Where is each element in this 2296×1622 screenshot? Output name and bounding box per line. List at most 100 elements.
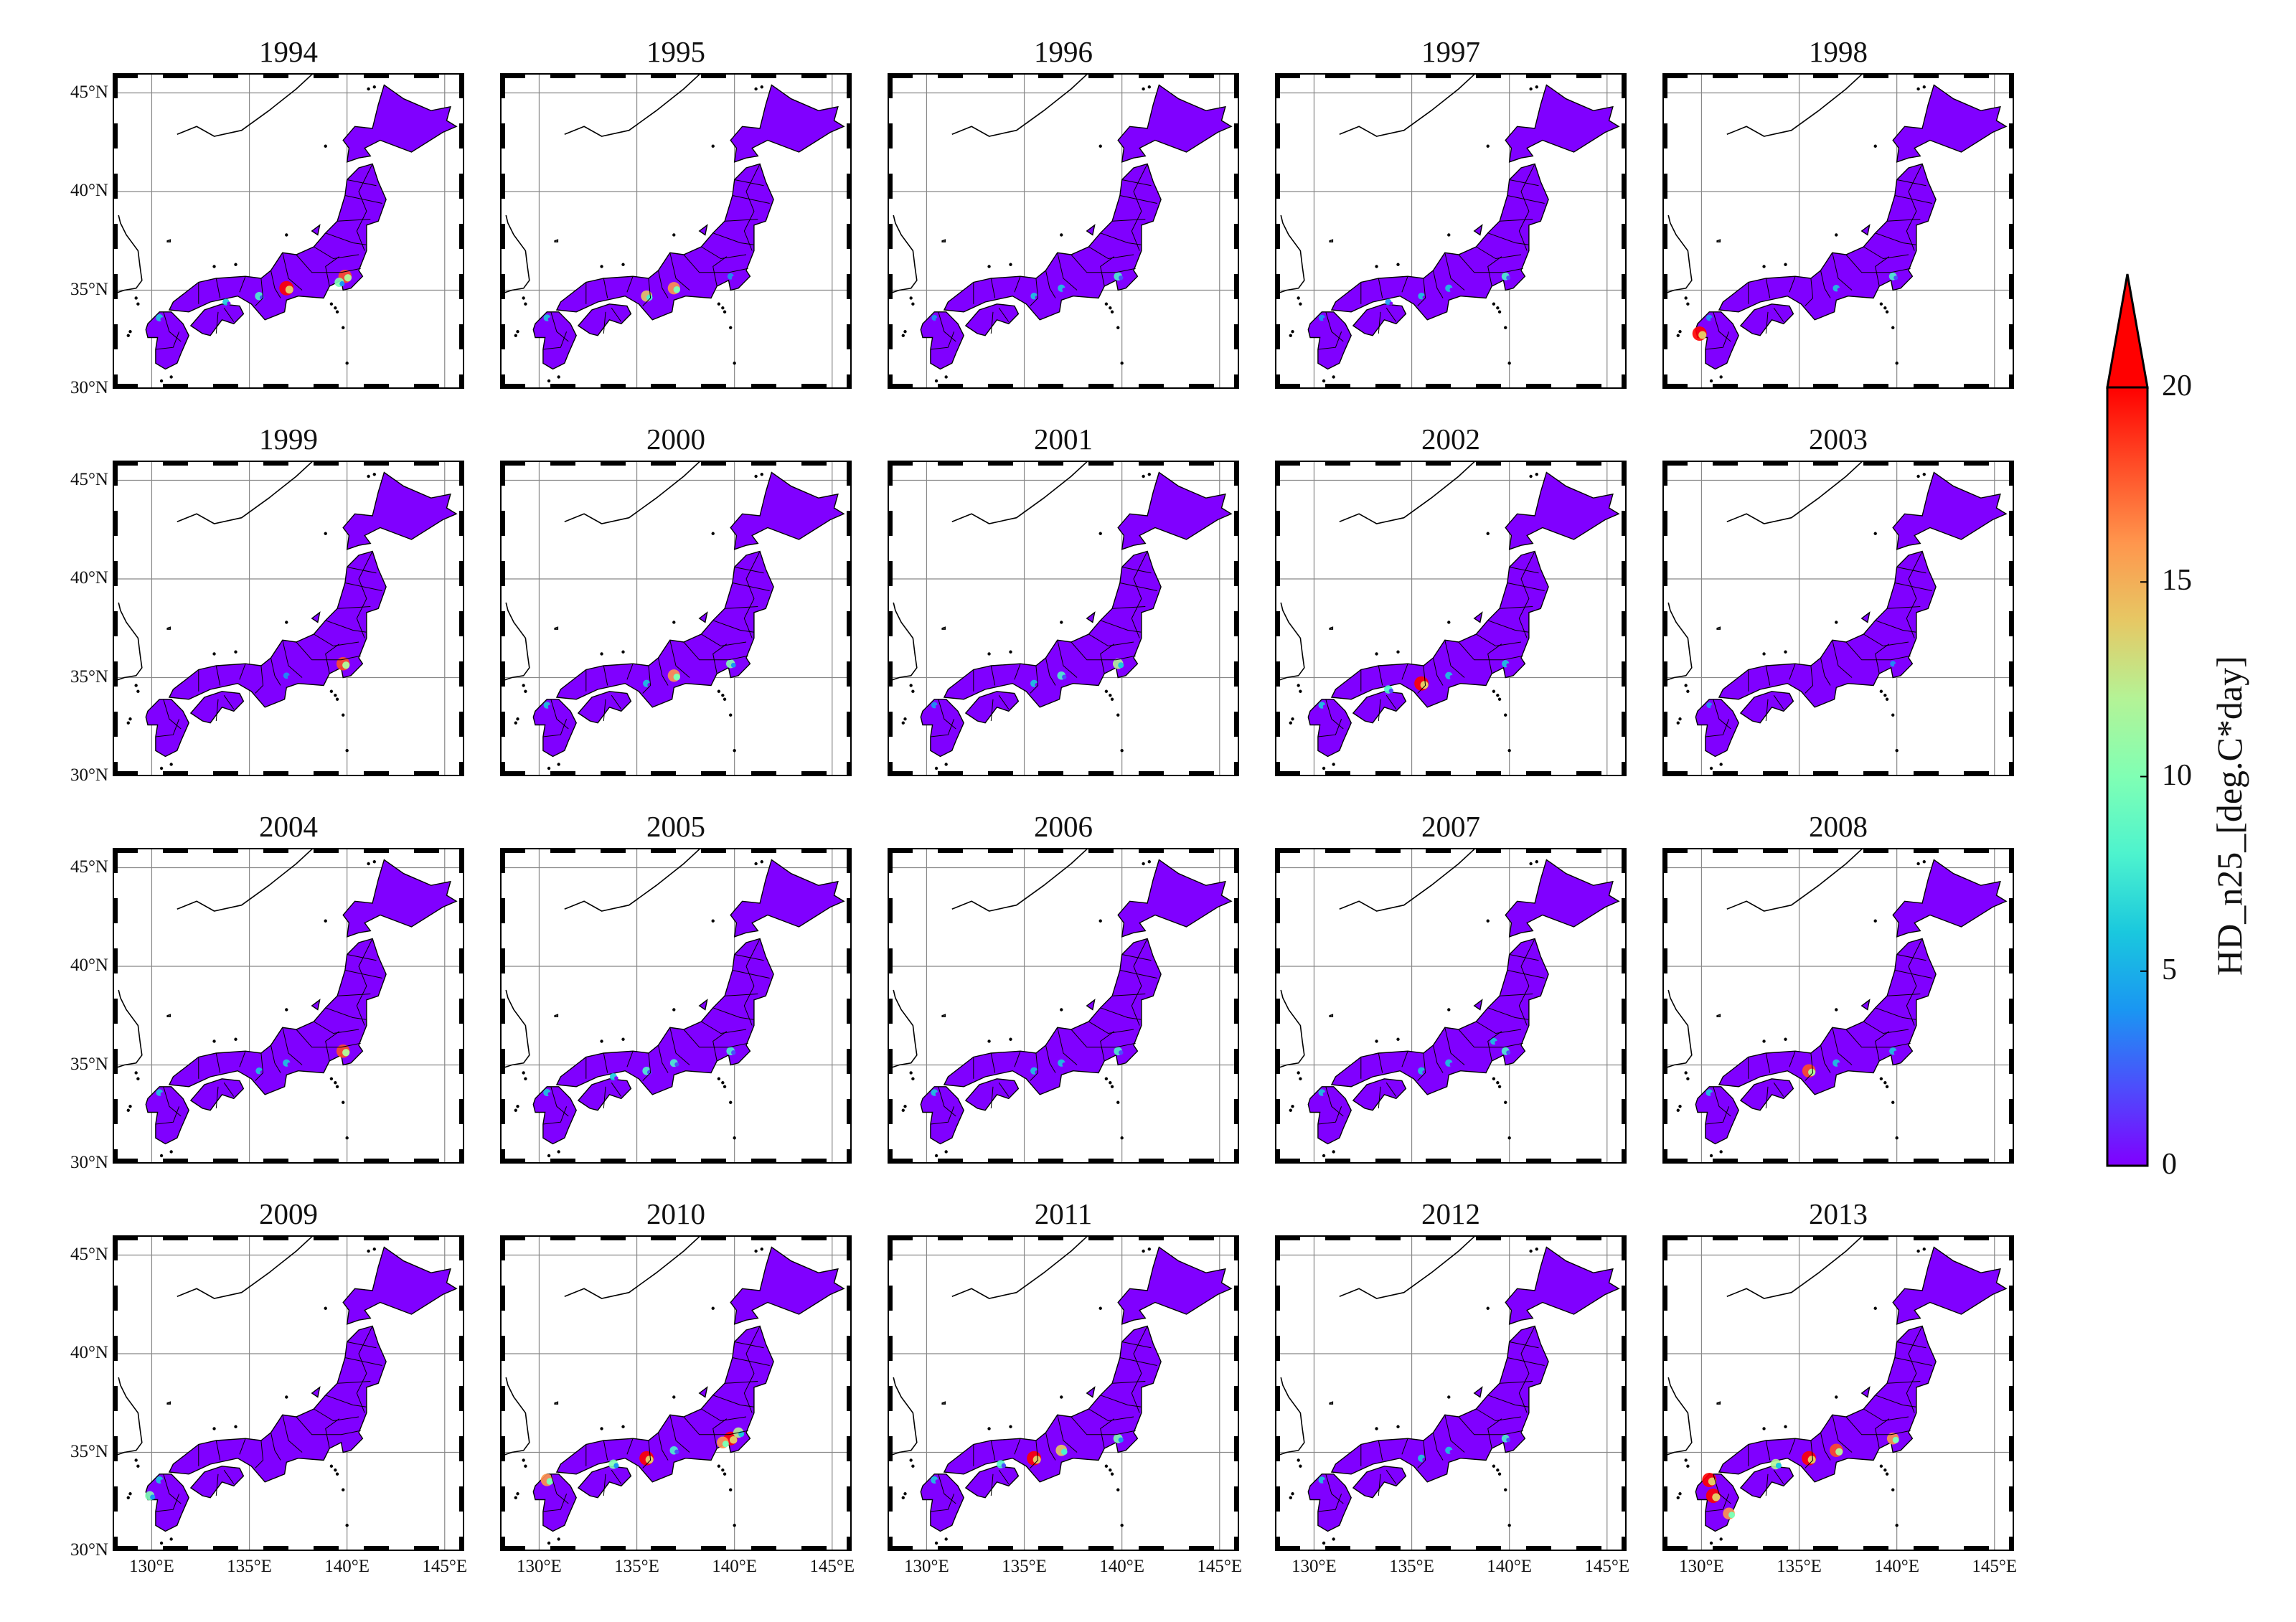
prefecture-border [163,1086,182,1117]
prefecture-border [1713,1086,1731,1117]
islet [557,1537,560,1541]
prefecture-border [1832,640,1853,678]
heat-hotspot [160,1092,164,1096]
islet [1895,362,1899,365]
land-region [730,859,845,938]
islet [1291,330,1294,334]
coastline [564,73,702,137]
prefecture-border [642,1440,651,1468]
coastline [951,73,1089,137]
land-region [1086,1386,1096,1398]
islet [1922,85,1926,89]
prefecture-border [603,699,606,722]
prefecture-border [1765,278,1771,298]
coastline [1726,848,1864,912]
islet [524,1464,527,1468]
prefecture-border [1057,1415,1078,1453]
coastline [1275,602,1305,682]
prefecture-border [658,270,669,298]
prefecture-border [1325,311,1344,342]
heat-hotspot [1506,663,1511,668]
heat-hotspot [729,1435,738,1444]
islet [1289,1496,1292,1499]
islet [1375,652,1378,656]
islet [1684,1071,1688,1075]
prefecture-border [1378,1086,1381,1109]
prefecture-border [1100,1418,1115,1449]
map-panel: 2004 30°N 35°N 40°N 45°N [41,805,464,1207]
islet [1535,860,1538,864]
land-region [342,471,458,550]
prefecture-border [1789,1438,1796,1455]
islet [1147,860,1151,864]
prefecture-border [1875,256,1890,287]
islet [944,1150,948,1154]
heat-hotspot [1708,1477,1716,1486]
prefecture-border [1487,1395,1529,1408]
heat-hotspot [1710,317,1714,321]
prefecture-border [325,1031,340,1062]
islet [372,473,376,476]
colorbar-tick-label: 15 [2162,564,2192,598]
prefecture-border [356,551,373,638]
prefecture-border [1509,1342,1539,1349]
prefecture-border [163,1474,182,1504]
prefecture-border [1119,970,1157,979]
heat-hotspot [1710,1092,1714,1096]
islet [1291,717,1294,721]
prefecture-border [239,276,246,293]
islet [711,919,715,923]
prefecture-border [701,246,747,260]
prefecture-border [1014,1438,1021,1455]
islet [1486,532,1490,535]
latitude-label: 45°N [70,82,108,102]
prefecture-border [1378,1440,1383,1461]
map-panel: 2003 [1591,418,2014,819]
prefecture-border [734,179,764,187]
japan-map [113,848,464,1164]
heat-hotspot [227,301,231,306]
land-region [342,1246,458,1325]
islet [1719,1150,1723,1154]
islet [911,1464,915,1468]
prefecture-border [1121,954,1152,961]
prefecture-border [669,1415,690,1453]
japan-map [888,73,1239,389]
islet [372,85,376,89]
japan-map [113,1235,464,1551]
longitude-label: 140°E [712,1557,758,1576]
island-outline [1329,626,1334,630]
colorbar-tick-label: 0 [2162,1148,2177,1181]
islet [126,721,130,725]
prefecture-border [626,276,634,293]
longitude-label: 140°E [324,1557,370,1576]
islet [1289,1108,1292,1112]
islet [1883,694,1887,697]
islet [324,144,327,148]
islet [1504,326,1507,329]
islet [1922,860,1926,864]
islet [1784,263,1787,266]
prefecture-border [712,256,728,287]
panel-title: 2004 [259,810,318,843]
islet [1116,1100,1120,1104]
prefecture-border [732,970,770,979]
prefecture-border [1705,1494,1730,1512]
coastline [888,602,918,682]
islet [723,1085,727,1088]
islet [1885,1472,1889,1476]
prefecture-border [1896,954,1926,961]
islet [329,689,334,693]
islet [760,473,763,476]
land-region [145,1086,189,1145]
heat-hotspot [1062,674,1067,679]
islet [1504,713,1507,717]
islet [1110,1085,1114,1088]
prefecture-border [550,311,569,342]
islet [1120,1136,1124,1140]
colorbar-tick-label: 10 [2162,758,2192,792]
islet [212,1039,216,1043]
islet [169,1150,173,1154]
islet [1916,862,1920,866]
islet [621,263,625,266]
